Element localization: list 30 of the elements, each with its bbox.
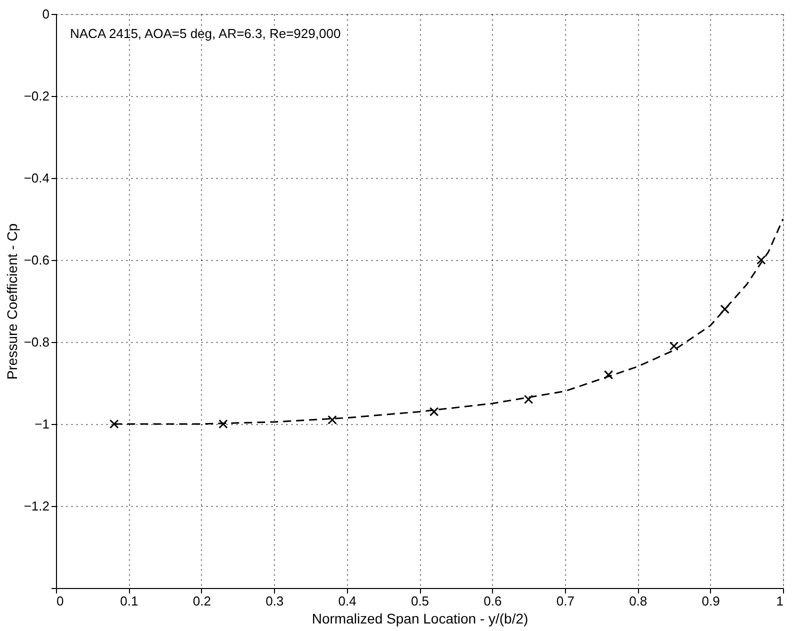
x-tick-label: 1: [776, 594, 784, 608]
x-axis-title: Normalized Span Location - y/(b/2): [312, 610, 528, 626]
point: [669, 341, 679, 351]
y-tick-label: −1.2: [24, 498, 50, 514]
x-tick-label: 0.5: [410, 594, 430, 608]
x-tick-label: 0.6: [484, 594, 502, 608]
point: [604, 370, 614, 380]
x-tick-label: 0.3: [266, 594, 284, 608]
y-tick-label: −1: [34, 416, 50, 432]
point: [720, 304, 730, 314]
y-axis-title: Pressure Coefficient - Cp: [4, 223, 20, 380]
x-tick-label: 0.1: [120, 594, 138, 608]
point: [524, 394, 534, 404]
x-tick-label: 0.7: [556, 594, 574, 608]
point: [110, 419, 119, 429]
x-tick-label: 0.2: [192, 594, 211, 608]
x-tick-label: 0.8: [629, 594, 648, 608]
x-tick-label: 0.9: [702, 594, 720, 608]
point: [429, 407, 439, 416]
point: [218, 419, 228, 429]
x-tick-label: 0.4: [338, 594, 356, 608]
y-tick-label: −0.6: [24, 252, 50, 268]
annotation: NACA 2415, AOA=5 deg, AR=6.3, Re=929,000: [70, 26, 341, 41]
y-tick-label: −0.2: [24, 88, 50, 104]
x-tick-label: 0: [56, 594, 64, 608]
point: [756, 255, 766, 265]
y-tick-label: −0.8: [24, 334, 50, 350]
point: [328, 415, 337, 425]
y-tick-label: −0.4: [24, 170, 50, 186]
y-tick-label: 0: [42, 6, 50, 22]
